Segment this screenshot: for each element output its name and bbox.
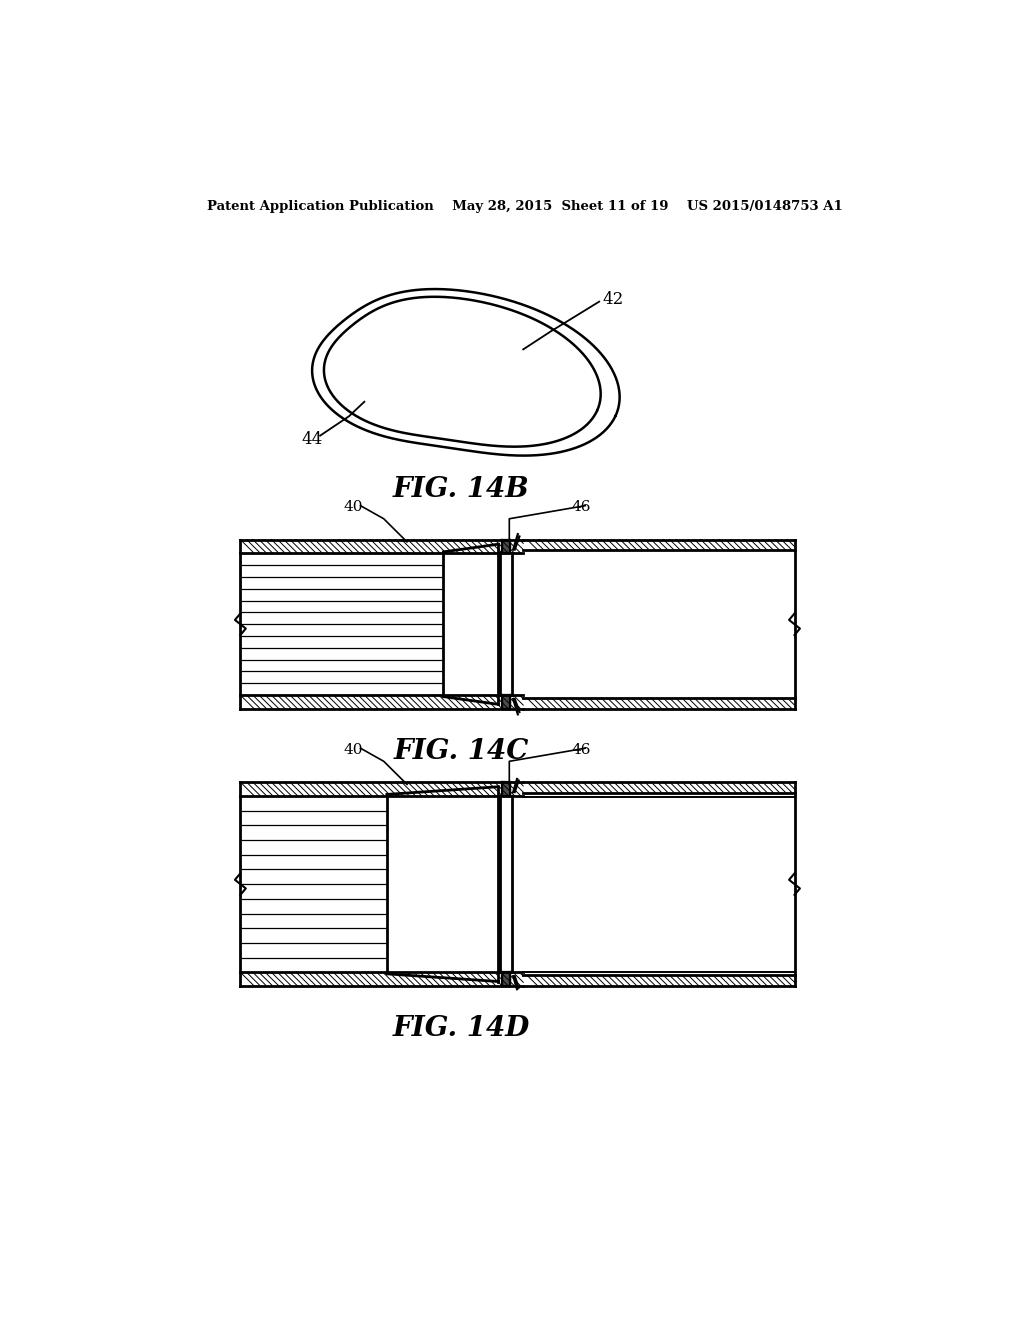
Text: 40: 40 bbox=[343, 500, 362, 515]
Text: 40: 40 bbox=[343, 743, 362, 756]
Text: 42: 42 bbox=[602, 290, 624, 308]
Text: FIG. 14B: FIG. 14B bbox=[393, 477, 529, 503]
Text: Patent Application Publication    May 28, 2015  Sheet 11 of 19    US 2015/014875: Patent Application Publication May 28, 2… bbox=[207, 199, 843, 213]
Text: 44: 44 bbox=[302, 430, 324, 447]
Text: 46: 46 bbox=[571, 500, 591, 515]
Text: FIG. 14D: FIG. 14D bbox=[392, 1015, 530, 1041]
Text: FIG. 14C: FIG. 14C bbox=[393, 738, 529, 764]
Text: 46: 46 bbox=[571, 743, 591, 756]
